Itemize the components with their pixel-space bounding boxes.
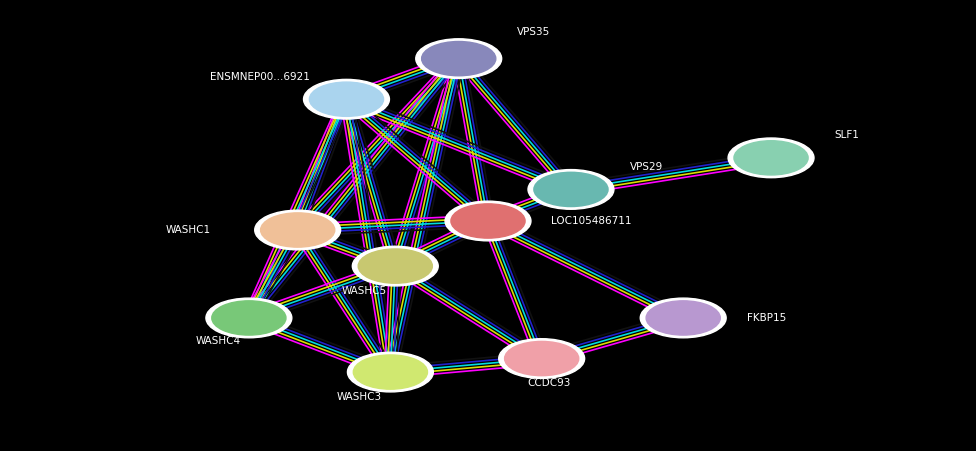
Circle shape: [353, 355, 427, 389]
Text: WASHC1: WASHC1: [166, 225, 211, 235]
Text: SLF1: SLF1: [834, 130, 859, 140]
Text: FKBP15: FKBP15: [747, 313, 786, 323]
Circle shape: [255, 210, 341, 250]
Circle shape: [728, 138, 814, 178]
Circle shape: [347, 352, 433, 392]
Text: WASHC4: WASHC4: [195, 336, 240, 345]
Text: WASHC3: WASHC3: [337, 392, 382, 402]
Circle shape: [451, 204, 525, 238]
Circle shape: [358, 249, 432, 283]
Circle shape: [261, 213, 335, 247]
Text: LOC105486711: LOC105486711: [551, 216, 631, 226]
Text: CCDC93: CCDC93: [527, 378, 570, 388]
Text: VPS29: VPS29: [630, 162, 663, 172]
Circle shape: [646, 301, 720, 335]
Circle shape: [445, 201, 531, 241]
Circle shape: [734, 141, 808, 175]
Text: ENSMNEP00...6921: ENSMNEP00...6921: [210, 72, 309, 82]
Circle shape: [505, 341, 579, 376]
Circle shape: [422, 41, 496, 76]
Circle shape: [304, 79, 389, 119]
Circle shape: [206, 298, 292, 338]
Text: WASHC5: WASHC5: [342, 286, 386, 296]
Circle shape: [309, 82, 384, 116]
Circle shape: [212, 301, 286, 335]
Circle shape: [499, 339, 585, 378]
Circle shape: [640, 298, 726, 338]
Circle shape: [416, 39, 502, 78]
Circle shape: [352, 246, 438, 286]
Circle shape: [534, 172, 608, 207]
Circle shape: [528, 170, 614, 209]
Text: VPS35: VPS35: [517, 27, 550, 37]
